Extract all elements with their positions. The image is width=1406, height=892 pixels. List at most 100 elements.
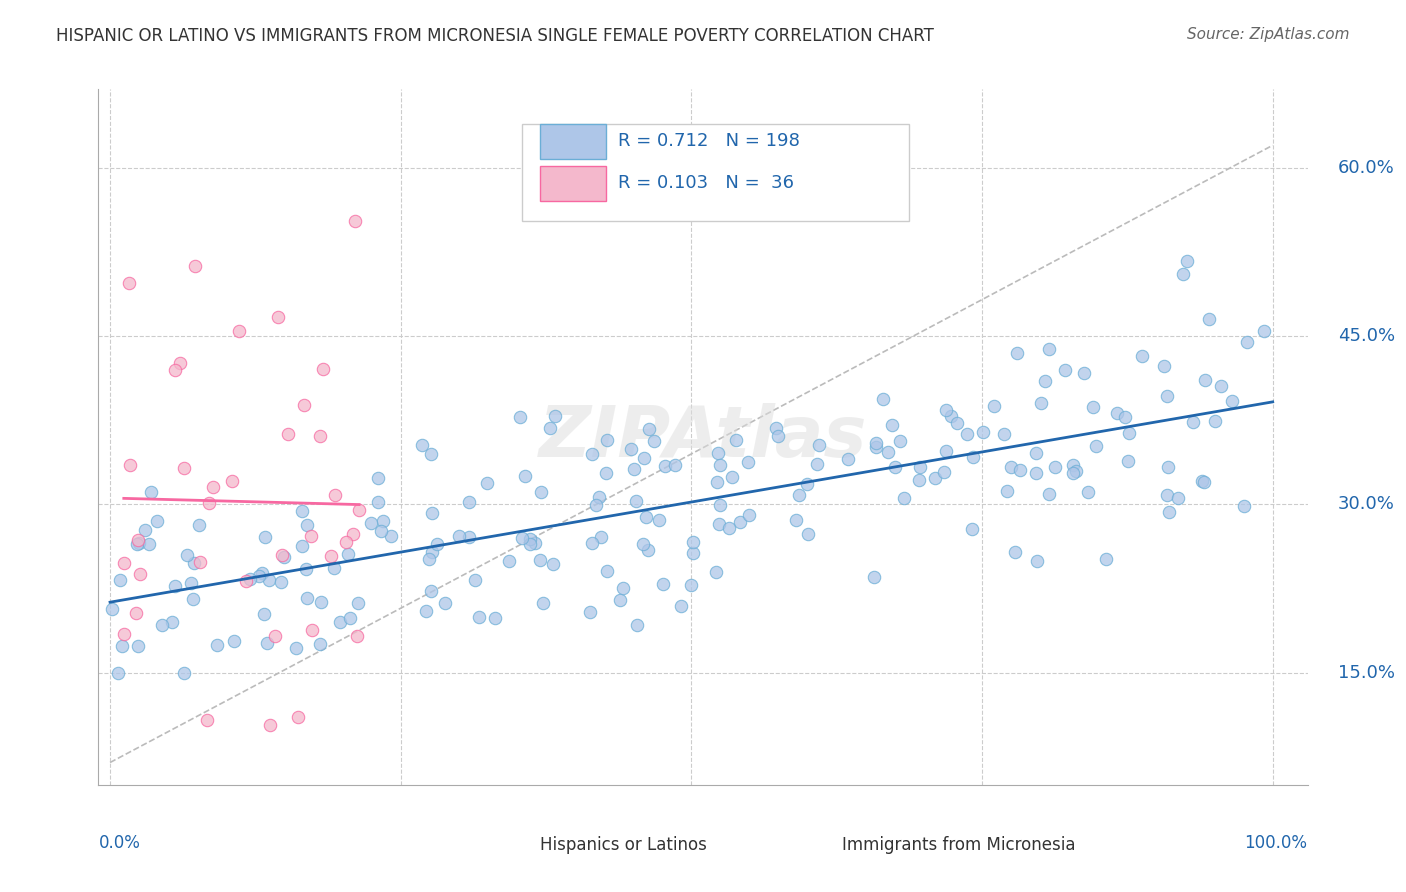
Point — [323, 488, 346, 502]
Point — [150, 617, 173, 632]
Point — [329, 615, 352, 629]
Point — [259, 718, 281, 732]
Point — [367, 471, 389, 485]
Point — [339, 611, 361, 625]
Point — [585, 499, 607, 513]
Point — [309, 429, 332, 443]
Point — [1038, 342, 1060, 356]
Point — [623, 462, 645, 476]
Point — [1177, 253, 1199, 268]
Point — [173, 665, 195, 680]
Point — [709, 499, 731, 513]
Point — [682, 546, 704, 560]
Point — [709, 458, 731, 472]
Point — [1209, 379, 1232, 393]
Point — [620, 442, 643, 456]
Point — [1167, 491, 1189, 505]
FancyBboxPatch shape — [540, 124, 606, 159]
Point — [637, 543, 659, 558]
Point — [530, 485, 553, 500]
Point — [1064, 464, 1087, 478]
Point — [626, 617, 648, 632]
Point — [252, 566, 274, 581]
Point — [498, 554, 520, 568]
Point — [785, 513, 807, 527]
Point — [807, 438, 830, 452]
Point — [1095, 552, 1118, 566]
Point — [643, 434, 665, 449]
Point — [180, 576, 202, 591]
Point — [176, 548, 198, 562]
Text: 60.0%: 60.0% — [1339, 159, 1395, 177]
Point — [1236, 334, 1258, 349]
Point — [1171, 267, 1194, 281]
FancyBboxPatch shape — [522, 124, 908, 221]
Point — [112, 627, 135, 641]
Point — [100, 602, 122, 616]
Point — [544, 409, 567, 423]
Point — [256, 635, 278, 649]
Point — [257, 574, 280, 588]
Point — [1025, 554, 1047, 568]
Point — [273, 549, 295, 564]
Text: R = 0.103   N =  36: R = 0.103 N = 36 — [619, 174, 794, 192]
Point — [169, 355, 191, 369]
Point — [360, 516, 382, 530]
Point — [652, 577, 675, 591]
Point — [112, 556, 135, 570]
Point — [118, 276, 141, 290]
Text: R = 0.712   N = 198: R = 0.712 N = 198 — [619, 132, 800, 151]
Point — [796, 476, 818, 491]
Point — [956, 427, 979, 442]
Point — [129, 566, 152, 581]
Point — [188, 555, 211, 569]
Point — [235, 574, 257, 589]
Point — [876, 445, 898, 459]
Point — [1116, 454, 1139, 468]
Point — [1130, 349, 1153, 363]
Text: 100.0%: 100.0% — [1244, 834, 1308, 852]
Point — [107, 665, 129, 680]
Point — [1043, 459, 1066, 474]
Point — [267, 310, 290, 324]
Point — [935, 403, 957, 417]
Point — [163, 363, 186, 377]
Point — [648, 513, 671, 527]
Point — [347, 596, 370, 610]
Point — [863, 569, 886, 583]
Point — [312, 362, 335, 376]
Point — [285, 641, 308, 656]
Point — [277, 426, 299, 441]
Text: 15.0%: 15.0% — [1339, 664, 1395, 681]
Point — [1253, 324, 1275, 338]
Point — [183, 259, 205, 273]
Point — [247, 568, 270, 582]
Point — [146, 514, 169, 528]
Point — [1181, 416, 1204, 430]
Point — [1198, 311, 1220, 326]
Point — [120, 458, 142, 472]
Point — [718, 521, 741, 535]
Point — [960, 522, 983, 536]
Point — [962, 450, 984, 465]
Point — [367, 495, 389, 509]
Point — [287, 710, 309, 724]
Point — [464, 573, 486, 587]
Point — [993, 427, 1015, 442]
Point — [458, 530, 481, 544]
Point — [1156, 488, 1178, 502]
Point — [295, 591, 318, 606]
Point — [1204, 414, 1226, 428]
Point — [422, 506, 444, 520]
Point — [292, 398, 315, 412]
Text: Immigrants from Micronesia: Immigrants from Micronesia — [842, 836, 1076, 854]
Point — [519, 532, 541, 546]
Point — [253, 607, 276, 621]
Point — [941, 409, 963, 424]
Point — [346, 629, 368, 643]
Point — [738, 508, 761, 523]
Point — [322, 561, 344, 575]
Point — [1000, 460, 1022, 475]
Point — [195, 713, 218, 727]
Point — [872, 392, 894, 406]
